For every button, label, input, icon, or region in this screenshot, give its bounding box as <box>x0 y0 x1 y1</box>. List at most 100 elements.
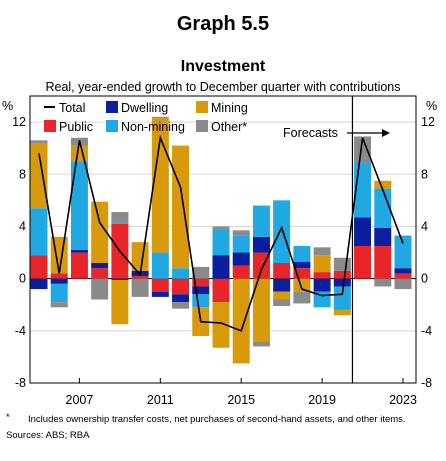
bar-dwelling <box>111 278 129 280</box>
bar-dwelling <box>151 291 169 297</box>
bar-dwelling <box>192 286 210 295</box>
bar-dwelling <box>354 217 372 247</box>
bar-non-mining <box>273 200 291 263</box>
bar-public <box>70 252 88 279</box>
bars <box>30 116 412 364</box>
y-tick-right: -8 <box>421 376 432 390</box>
legend-swatch-dwelling <box>106 101 118 113</box>
y-tick-left: -8 <box>15 376 26 390</box>
bar-other <box>212 226 230 230</box>
bar-public <box>151 278 169 292</box>
chart-subtitle: Investment <box>181 58 266 75</box>
bar-dwelling <box>212 255 230 279</box>
bar-mining <box>151 118 169 253</box>
legend-swatch-other <box>196 120 208 132</box>
bar-dwelling <box>293 261 311 269</box>
legend-swatch-mining <box>196 101 208 113</box>
bar-other <box>131 278 149 297</box>
y-tick-left: 12 <box>12 115 26 129</box>
bar-dwelling <box>172 294 190 303</box>
bar-mining <box>30 142 48 209</box>
forecast-arrow-head <box>382 129 390 137</box>
x-tick-label: 2019 <box>308 393 336 407</box>
bar-public <box>293 268 311 279</box>
legend-swatch-non-mining <box>106 120 118 132</box>
bar-dwelling <box>30 278 48 290</box>
bar-public <box>192 278 210 287</box>
bar-dwelling <box>333 278 351 287</box>
bar-mining <box>252 278 270 342</box>
bar-non-mining <box>151 252 169 279</box>
bar-non-mining <box>212 229 230 256</box>
bar-other <box>293 291 311 304</box>
plot-frame <box>29 95 417 384</box>
footnote-marker: * <box>6 412 10 423</box>
bar-mining <box>91 201 109 263</box>
bar-non-mining <box>394 235 412 269</box>
bar-public <box>30 255 48 279</box>
legend-label-non-mining: Non-mining <box>121 120 185 134</box>
bar-mining <box>313 255 331 273</box>
bar-other <box>50 302 68 308</box>
y-tick-left: -4 <box>15 324 26 338</box>
bar-dwelling <box>91 262 109 269</box>
bar-mining <box>111 279 129 325</box>
bar-other <box>394 278 412 290</box>
bar-other <box>333 257 351 271</box>
bar-public <box>313 272 331 279</box>
bar-non-mining <box>192 294 210 308</box>
bar-other <box>192 266 210 279</box>
bar-other <box>354 136 372 163</box>
x-tick-label: 2007 <box>66 393 94 407</box>
bar-dwelling <box>273 278 291 292</box>
legend-label-other: Other* <box>211 120 247 134</box>
bar-mining <box>212 302 230 348</box>
bar-dwelling <box>232 252 250 266</box>
bar-public <box>172 278 190 295</box>
bar-public <box>374 246 392 279</box>
y-tick-left: 4 <box>19 219 26 233</box>
bar-mining <box>333 309 351 316</box>
y-tick-right: 8 <box>421 167 428 181</box>
bar-mining <box>131 242 149 271</box>
bar-public <box>394 273 412 279</box>
bar-dwelling <box>252 236 270 253</box>
bar-mining <box>232 278 250 364</box>
forecasts-label: Forecasts <box>283 126 338 140</box>
y-tick-right: 12 <box>421 115 435 129</box>
bar-public <box>273 262 291 279</box>
bar-non-mining <box>252 205 270 237</box>
bar-other <box>30 140 48 143</box>
bar-other <box>91 278 109 300</box>
y-tick-left: 0 <box>19 272 26 286</box>
bar-public <box>232 265 250 279</box>
bar-dwelling <box>313 278 331 292</box>
bar-other <box>313 247 331 256</box>
bar-non-mining <box>374 188 392 228</box>
y-tick-right: -4 <box>421 324 432 338</box>
bar-other <box>111 212 129 223</box>
overlays: Forecasts <box>38 96 404 383</box>
bar-non-mining <box>293 246 311 262</box>
x-tick-label: 2011 <box>147 393 174 407</box>
bar-non-mining <box>111 222 129 224</box>
tick-labels: -8 -8 -4 -4 0 0 4 4 8 8 12 12 2007 2011 2015 2019 2023 <box>12 115 435 407</box>
bar-other <box>151 116 169 119</box>
bar-dwelling <box>70 249 88 253</box>
bar-non-mining <box>50 283 68 303</box>
bar-mining <box>293 278 311 292</box>
bar-public <box>333 270 351 279</box>
bar-public <box>354 246 372 279</box>
bar-dwelling <box>50 278 68 284</box>
bar-other <box>172 302 190 309</box>
bar-public <box>131 276 149 279</box>
bar-public <box>91 268 109 279</box>
bar-dwelling <box>374 227 392 247</box>
bar-mining <box>374 180 392 189</box>
bar-other <box>374 278 392 287</box>
legend-swatch-public <box>44 120 56 132</box>
bar-mining <box>172 145 190 269</box>
sources: Sources: ABS; RBA <box>6 430 90 441</box>
legend-label-total: Total <box>59 101 85 115</box>
